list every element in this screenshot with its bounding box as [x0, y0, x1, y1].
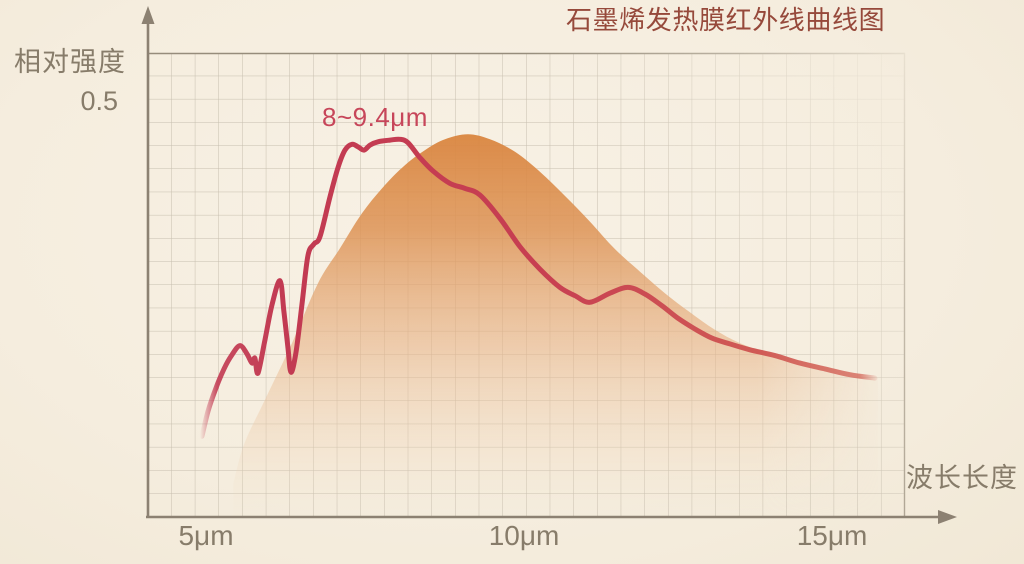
y-axis-label: 相对强度	[14, 47, 126, 77]
peak-range-annotation: 8~9.4μm	[322, 102, 428, 132]
x-axis-label: 波长长度	[906, 463, 1018, 493]
x-axis-tick-10um: 10μm	[488, 520, 560, 551]
x-axis-tick-5um: 5μm	[178, 520, 234, 551]
axes	[141, 6, 957, 524]
x-axis-arrow-icon	[938, 510, 957, 524]
y-axis-arrow-icon	[141, 6, 155, 24]
chart-title: 石墨烯发热膜红外线曲线图	[566, 5, 886, 35]
y-axis-tick-0.5: 0.5	[80, 86, 118, 116]
x-axis-tick-15um: 15μm	[796, 520, 868, 551]
infrared-glow-area	[233, 134, 878, 518]
infrared-intensity-curve	[199, 136, 878, 439]
